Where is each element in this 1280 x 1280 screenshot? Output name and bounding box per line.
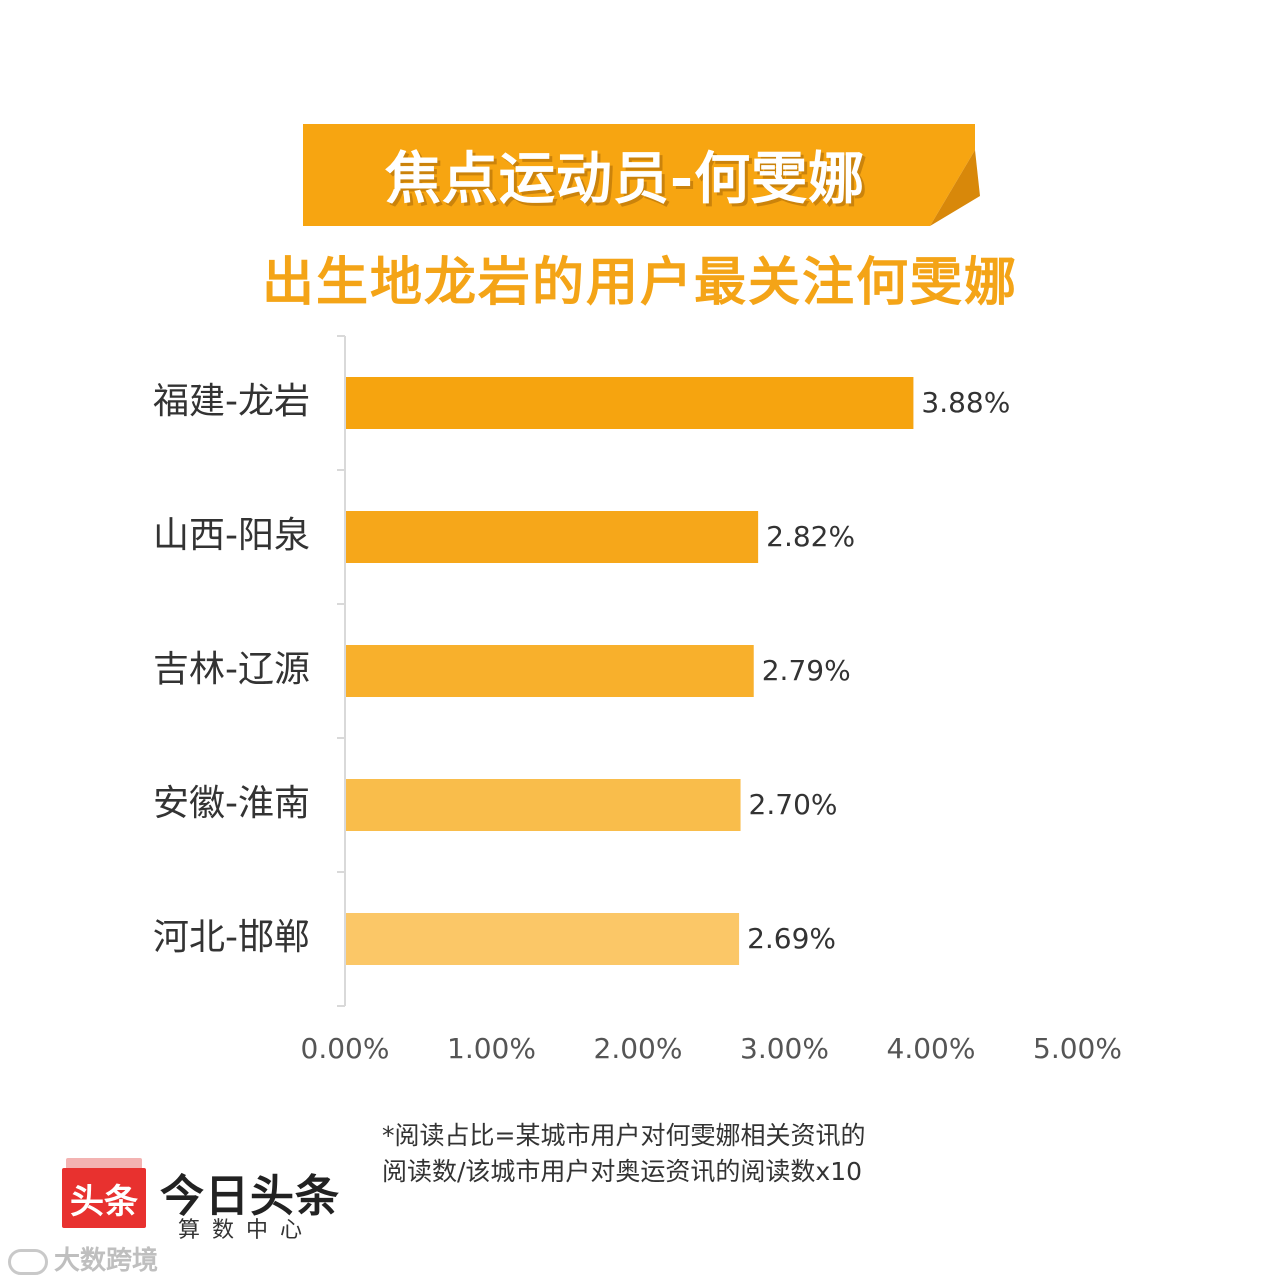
title-banner — [303, 124, 980, 226]
value-label: 2.79% — [762, 654, 851, 687]
x-tick-label: 4.00% — [887, 1032, 976, 1065]
bar — [346, 511, 759, 563]
brand-subtitle: 算数中心 — [178, 1218, 315, 1243]
value-label: 2.70% — [749, 788, 838, 821]
category-label: 福建-龙岩 — [153, 381, 310, 422]
category-label: 山西-阳泉 — [153, 515, 310, 556]
value-label: 2.82% — [766, 520, 855, 553]
bar — [346, 779, 741, 831]
bar — [346, 645, 754, 697]
brand-name: 今日头条 — [160, 1171, 340, 1222]
value-label: 2.69% — [747, 922, 836, 955]
value-label: 3.88% — [921, 386, 1010, 419]
chart-subtitle: 出生地龙岩的用户最关注何雯娜 — [261, 253, 1018, 313]
category-label: 安徽-淮南 — [153, 783, 310, 824]
x-tick-label: 0.00% — [301, 1032, 390, 1065]
bar — [346, 913, 740, 965]
banner-title: 焦点运动员-何雯娜 — [384, 146, 866, 212]
watermark-text: 大数跨境 — [54, 1246, 159, 1276]
footnote-line-2: 阅读数/该城市用户对奥运资讯的阅读数x10 — [382, 1157, 863, 1186]
category-label: 吉林-辽源 — [153, 649, 310, 690]
x-tick-label: 1.00% — [447, 1032, 536, 1065]
banner-fold — [930, 150, 980, 226]
watermark: 大数跨境 — [8, 1240, 158, 1277]
footnote-line-1: *阅读占比=某城市用户对何雯娜相关资讯的 — [382, 1121, 866, 1150]
footnote: *阅读占比=某城市用户对何雯娜相关资讯的 阅读数/该城市用户对奥运资讯的阅读数x… — [382, 1118, 1002, 1190]
x-tick-label: 5.00% — [1033, 1032, 1122, 1065]
watermark-icon — [8, 1248, 48, 1275]
bar — [346, 377, 914, 429]
banner-ribbon — [303, 124, 975, 226]
toutiao-logo-badge: 头条 — [62, 1158, 146, 1228]
x-tick-label: 3.00% — [740, 1032, 829, 1065]
category-label: 河北-邯郸 — [153, 917, 310, 958]
x-tick-label: 2.00% — [594, 1032, 683, 1065]
